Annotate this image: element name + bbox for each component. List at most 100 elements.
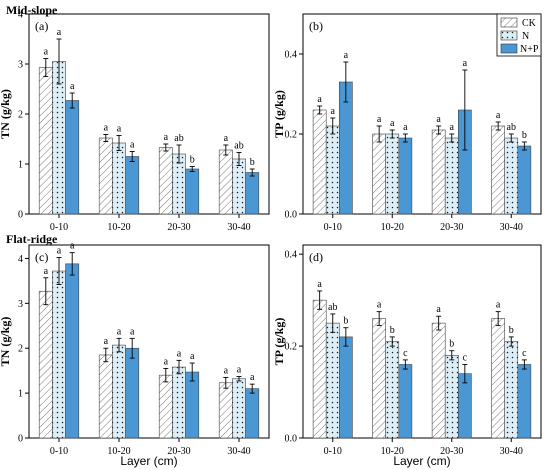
significance-letter: a xyxy=(57,246,62,257)
legend-label-n: N xyxy=(522,31,529,42)
bar-npp xyxy=(125,347,140,439)
x-tick-label: 30-40 xyxy=(500,222,523,233)
significance-letter: a xyxy=(496,110,501,121)
bar-n xyxy=(444,137,459,215)
significance-letter: a xyxy=(177,348,182,359)
bar-npp xyxy=(65,100,80,215)
bar-ck xyxy=(372,133,387,215)
significance-letter: ab xyxy=(234,141,243,152)
x-tick-label: 30-40 xyxy=(227,222,250,233)
panel-tag: (b) xyxy=(309,19,323,33)
significance-letter: ab xyxy=(328,302,337,313)
significance-letter: b xyxy=(250,157,255,168)
significance-letter: b xyxy=(509,325,514,336)
significance-letter: c xyxy=(463,352,468,363)
bar-npp xyxy=(185,371,200,439)
y-tick-label: 0.4 xyxy=(285,50,298,61)
significance-letter: ab xyxy=(174,133,183,144)
bar-n xyxy=(232,158,246,215)
bar-n xyxy=(504,137,519,215)
legend-label-ck: CK xyxy=(522,18,537,29)
significance-letter: a xyxy=(104,123,109,134)
bar-npp xyxy=(398,137,413,215)
significance-letter: a xyxy=(344,50,349,61)
significance-letter: b xyxy=(522,130,527,141)
legend-label-np: N+P xyxy=(520,44,539,55)
significance-letter: a xyxy=(463,58,468,69)
x-tick-label: 20-30 xyxy=(440,222,463,233)
bar-n xyxy=(325,322,340,439)
y-tick-label: 0.0 xyxy=(285,210,298,221)
significance-letter: a xyxy=(317,279,322,290)
x-tick-label: 10-20 xyxy=(107,222,130,233)
bar-ck xyxy=(431,322,446,439)
bar-ck xyxy=(431,129,446,215)
significance-letter: a xyxy=(44,47,49,58)
y-tick-label: 0.2 xyxy=(285,342,298,353)
bar-n xyxy=(504,341,519,439)
significance-letter: a xyxy=(403,122,408,133)
panel-tag: (d) xyxy=(309,250,323,264)
plot-frame xyxy=(302,244,542,439)
bar-ck xyxy=(218,382,233,439)
x-tick-label: 0-10 xyxy=(324,446,342,457)
bar-ck xyxy=(98,354,113,439)
y-tick-label: 3 xyxy=(18,299,23,310)
y-tick-label: 1 xyxy=(18,160,23,171)
y-tick-label: 0.0 xyxy=(285,434,298,445)
bar-ck xyxy=(312,299,327,439)
bar-ck xyxy=(38,290,53,439)
x-tick-label: 10-20 xyxy=(381,222,404,233)
significance-letter: b xyxy=(343,316,348,327)
x-axis-title-right: Layer (cm) xyxy=(393,454,450,468)
bar-npp xyxy=(457,373,472,439)
bar-n xyxy=(52,270,66,439)
significance-letter: a xyxy=(164,132,169,143)
significance-letter: a xyxy=(104,336,109,347)
bar-npp xyxy=(125,156,140,215)
bar-npp xyxy=(65,263,80,439)
significance-letter: b xyxy=(390,325,395,336)
bar-ck xyxy=(158,147,173,215)
x-tick-label: 30-40 xyxy=(500,446,523,457)
y-tick-label: 2 xyxy=(18,344,23,355)
bar-ck xyxy=(218,149,233,215)
significance-letter: a xyxy=(44,266,49,277)
bar-n xyxy=(385,341,400,439)
significance-letter: a xyxy=(70,81,75,92)
bar-ck xyxy=(38,67,53,215)
x-tick-label: 20-30 xyxy=(167,446,190,457)
y-tick-label: 4 xyxy=(18,254,23,265)
x-tick-label: 20-30 xyxy=(440,446,463,457)
y-tick-label: 4 xyxy=(18,10,23,21)
bar-npp xyxy=(517,145,532,215)
bar-n xyxy=(325,125,340,215)
significance-letter: a xyxy=(70,241,75,252)
region-label-mid-slope: Mid-slope xyxy=(6,3,58,17)
significance-letter: b xyxy=(449,339,454,350)
significance-letter: a xyxy=(224,133,229,144)
x-axis-title-left: Layer (cm) xyxy=(120,454,177,468)
y-axis-title: TN (g/kg) xyxy=(0,317,12,367)
y-tick-label: 0 xyxy=(18,210,23,221)
x-tick-label: 30-40 xyxy=(227,446,250,457)
significance-letter: c xyxy=(403,348,408,359)
y-tick-label: 3 xyxy=(18,60,23,71)
y-tick-label: 0.4 xyxy=(285,250,298,261)
y-axis-title: TP (g/kg) xyxy=(272,318,286,366)
significance-letter: a xyxy=(237,365,242,376)
bar-ck xyxy=(372,318,387,439)
y-axis-title: TN (g/kg) xyxy=(0,89,12,139)
significance-letter: c xyxy=(522,348,527,359)
legend-swatch-ck xyxy=(500,17,518,28)
significance-letter: a xyxy=(130,326,135,337)
significance-letter: a xyxy=(130,140,135,151)
significance-letter: a xyxy=(117,124,122,135)
legend: CK N N+P xyxy=(496,13,542,57)
y-tick-label: 2 xyxy=(18,110,23,121)
bar-n xyxy=(112,344,126,439)
significance-letter: a xyxy=(496,300,501,311)
bar-ck xyxy=(312,109,327,215)
